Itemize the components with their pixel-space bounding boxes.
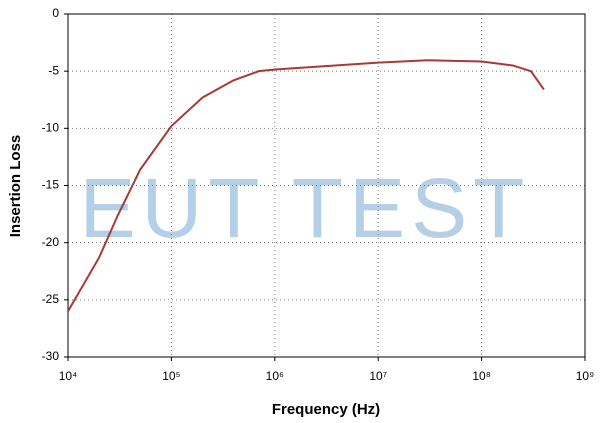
- plot-frame: [67, 13, 586, 358]
- y-tick-label: -5: [48, 63, 59, 77]
- x-tick-label: 10⁸: [472, 369, 490, 383]
- y-tick-label: -30: [42, 349, 60, 363]
- data-line: [67, 59, 545, 312]
- y-tick-label: -25: [42, 292, 60, 306]
- watermark: EUT TEST: [80, 161, 531, 255]
- x-axis-title: Frequency (Hz): [272, 401, 380, 418]
- y-tick-label: 0: [52, 6, 59, 20]
- x-tick-label: 10⁷: [369, 369, 387, 383]
- x-tick-label: 10⁵: [162, 369, 180, 383]
- y-tick-label: -10: [42, 121, 60, 135]
- y-axis-title: Insertion Loss: [7, 135, 24, 238]
- x-tick-label: 10⁴: [59, 369, 78, 383]
- x-tick-label: 10⁹: [576, 369, 595, 383]
- x-tick-label: 10⁶: [266, 369, 284, 383]
- y-tick-label: -15: [42, 178, 60, 192]
- y-tick-label: -20: [42, 235, 60, 249]
